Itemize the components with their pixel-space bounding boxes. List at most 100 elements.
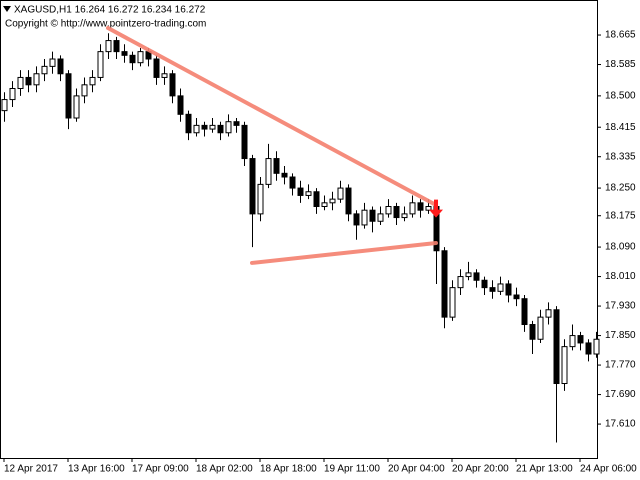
candle-body	[233, 121, 240, 126]
candle-body	[73, 95, 80, 119]
candle-body	[177, 95, 184, 115]
candle-body	[369, 209, 376, 222]
candle-body	[297, 187, 304, 196]
candle-body	[465, 272, 472, 278]
x-tick-label: 12 Apr 2017	[4, 464, 58, 475]
candle-body	[81, 84, 88, 97]
candle-body	[209, 124, 216, 130]
candle-body	[481, 279, 488, 289]
candle-body	[585, 342, 592, 355]
y-tick-label: 18.415	[605, 122, 636, 133]
candle-body	[417, 202, 424, 211]
copyright: Copyright © http://www.pointzero-trading…	[5, 19, 206, 30]
y-tick-label: 18.090	[605, 242, 636, 253]
candle-body	[113, 40, 120, 53]
candle-body	[353, 213, 360, 226]
signal-arrow	[429, 199, 443, 218]
candle-body	[449, 287, 456, 318]
candle-body	[9, 88, 16, 101]
candle-body	[497, 283, 504, 292]
chart-title: XAGUSD,H1 16.264 16.272 16.234 16.272	[14, 5, 206, 16]
candle-body	[377, 213, 384, 222]
candle-body	[321, 202, 328, 208]
candle-body	[593, 338, 600, 355]
candle-body	[361, 209, 368, 226]
candle-body	[489, 287, 496, 292]
x-tick-label: 20 Apr 20:00	[452, 464, 509, 475]
candle-body	[289, 176, 296, 189]
y-tick-label: 18.175	[605, 210, 636, 221]
symbol-menu[interactable]	[3, 6, 11, 12]
candle-body	[265, 158, 272, 185]
candle-body	[337, 187, 344, 200]
candle-body	[577, 335, 584, 344]
candle-body	[345, 187, 352, 215]
candle-body	[553, 309, 560, 385]
candle-body	[569, 335, 576, 348]
y-tick-label: 17.770	[605, 360, 636, 371]
candle-body	[185, 113, 192, 134]
candle-body	[441, 250, 448, 318]
y-tick-label: 18.335	[605, 151, 636, 162]
x-tick-label: 18 Apr 18:00	[260, 464, 317, 475]
candle-body	[537, 316, 544, 340]
candle-body	[513, 294, 520, 300]
x-tick-label: 13 Apr 16:00	[68, 464, 125, 475]
y-tick-label: 17.850	[605, 330, 636, 341]
x-tick-label: 19 Apr 11:00	[324, 464, 380, 475]
candle-body	[25, 76, 32, 86]
candle-body	[121, 51, 128, 56]
candle-body	[57, 58, 64, 75]
candle-body	[401, 213, 408, 219]
candle-body	[41, 65, 48, 75]
candle-body	[193, 124, 200, 134]
trend-line	[106, 26, 438, 208]
candle-body	[393, 206, 400, 219]
candle-body	[505, 283, 512, 296]
candle-body	[129, 54, 136, 64]
y-tick-label: 18.250	[605, 183, 636, 194]
x-tick-label: 17 Apr 09:00	[132, 464, 189, 475]
y-tick-label: 18.665	[605, 30, 636, 41]
candle-body	[97, 51, 104, 78]
candle-body	[425, 206, 432, 211]
candle-body	[65, 73, 72, 119]
y-tick-label: 18.585	[605, 59, 636, 70]
candle-body	[521, 298, 528, 326]
y-tick-label: 17.930	[605, 301, 636, 312]
plot-frame	[0, 0, 598, 459]
candle-body	[17, 76, 24, 90]
candle-body	[105, 40, 112, 53]
candle-body	[137, 51, 144, 64]
candle-body	[257, 183, 264, 215]
candle-body	[545, 309, 552, 318]
candle-body	[273, 158, 280, 174]
x-tick-label: 21 Apr 13:00	[516, 464, 573, 475]
candle-body	[241, 124, 248, 160]
candle-body	[305, 191, 312, 196]
candle-body	[201, 124, 208, 130]
candle-body	[161, 73, 168, 78]
candle-body	[153, 58, 160, 78]
candle-body	[249, 158, 256, 215]
y-tick-label: 17.690	[605, 389, 636, 400]
candle-body	[329, 198, 336, 204]
candle-body	[89, 76, 96, 86]
x-tick-label: 24 Apr 06:00	[580, 464, 637, 475]
x-tick-label: 18 Apr 02:00	[196, 464, 253, 475]
y-tick-label: 18.500	[605, 91, 636, 102]
candle-body	[409, 202, 416, 215]
candle-body	[529, 324, 536, 340]
candle-body	[385, 206, 392, 215]
candle-body	[225, 121, 232, 134]
trend-line	[250, 241, 438, 265]
candle-body	[33, 73, 40, 86]
candle-body	[1, 99, 8, 112]
candle-body	[313, 191, 320, 208]
candle-body	[169, 73, 176, 97]
candle-body	[281, 172, 288, 178]
y-tick-label: 17.610	[605, 419, 636, 430]
candle-body	[561, 346, 568, 385]
